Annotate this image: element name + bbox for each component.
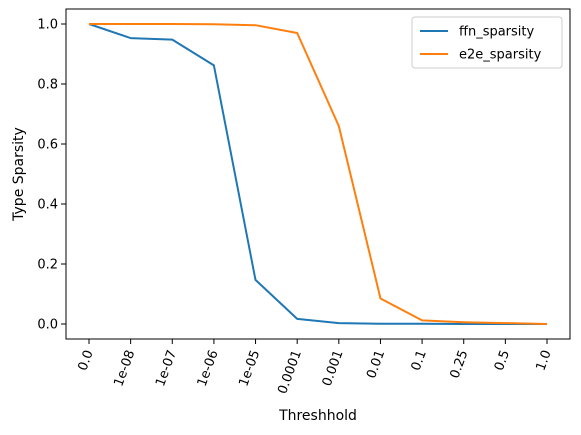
x-tick-label: 0.0 [76, 348, 97, 373]
y-tick-label: 0.8 [37, 78, 58, 93]
legend-label: e2e_sparsity [459, 48, 542, 63]
x-axis: 0.0 1e-08 1e-07 1e-06 1e-05 0.0001 0.001 0.01 0.… [76, 339, 555, 396]
series-group [88, 23, 548, 325]
y-tick-label: 0.0 [37, 318, 58, 333]
series-line-e2e_sparsity [89, 23, 548, 325]
x-tick-label: 0.5 [492, 348, 513, 373]
x-tick-label: 0.0001 [275, 348, 305, 396]
x-tick-label: 0.01 [364, 348, 388, 380]
y-tick-label: 0.2 [37, 258, 58, 273]
series-line-ffn_sparsity [88, 23, 547, 325]
x-tick-label: 0.25 [447, 348, 471, 380]
y-tick-label: 1.0 [37, 18, 58, 33]
y-axis: 0.0 0.2 0.4 0.6 0.8 1.0 [37, 18, 66, 333]
x-tick-label: 1.0 [534, 348, 555, 373]
legend-label: ffn_sparsity [459, 25, 535, 40]
x-tick-label: 1e-07 [153, 348, 180, 388]
x-tick-label: 0.001 [320, 348, 347, 388]
x-tick-label: 1e-06 [195, 348, 222, 388]
legend: ffn_sparsity e2e_sparsity [411, 16, 563, 69]
x-axis-label: Threshhold [278, 408, 357, 424]
y-tick-label: 0.6 [37, 138, 58, 153]
y-tick-label: 0.4 [37, 198, 58, 213]
y-axis-label: Type Sparsity [11, 127, 27, 222]
plot-area [65, 8, 571, 340]
x-tick-label: 0.1 [409, 348, 430, 373]
legend-frame [411, 16, 563, 69]
x-tick-label: 1e-05 [236, 348, 263, 388]
x-tick-label: 1e-08 [111, 348, 138, 388]
